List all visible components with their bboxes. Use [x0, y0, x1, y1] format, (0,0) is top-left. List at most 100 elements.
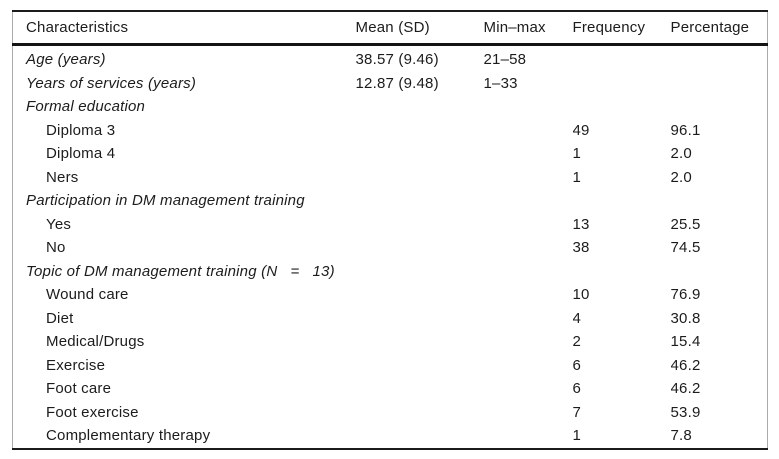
header-row: Characteristics Mean (SD) Min–max Freque… [12, 11, 768, 46]
percentage-value [671, 95, 768, 119]
row-label: Topic of DM management training (N = 13) [26, 262, 335, 280]
table-row: Exercise 6 46.2 [13, 354, 768, 378]
frequency-value: 1 [572, 145, 582, 163]
table-row: Participation in DM management training [13, 189, 768, 213]
min-max-value [484, 236, 573, 260]
row-label: Foot care [46, 380, 112, 398]
percentage-value: 76.9 [670, 286, 701, 304]
table-row: Yes 13 25.5 [13, 213, 768, 237]
mean-sd-value [356, 354, 484, 378]
percentage-value [671, 189, 768, 213]
mean-sd-value [356, 260, 484, 284]
table-row: Ners 1 2.0 [13, 166, 768, 190]
column-header-frequency: Frequency [572, 11, 671, 46]
row-label: Foot exercise [46, 403, 139, 421]
table-row: Years of services (years) 12.87 (9.48) 1… [13, 72, 768, 96]
percentage-value: 30.8 [670, 309, 701, 327]
table-row: Medical/Drugs 2 15.4 [13, 330, 768, 354]
table-row: Complementary therapy 1 7.8 [13, 424, 768, 449]
frequency-value: 7 [572, 403, 582, 421]
row-label: Formal education [26, 98, 146, 116]
min-max-value [484, 330, 573, 354]
mean-sd-value: 12.87 (9.48) [355, 74, 439, 92]
frequency-value [573, 95, 671, 119]
frequency-value: 49 [572, 121, 590, 139]
mean-sd-value [356, 377, 484, 401]
frequency-value: 10 [572, 286, 590, 304]
column-header-characteristics: Characteristics [12, 11, 356, 46]
mean-sd-value: 38.57 (9.46) [355, 51, 439, 69]
frequency-value: 2 [572, 333, 582, 351]
row-label: Diploma 4 [46, 145, 116, 163]
table-row: Formal education [13, 95, 768, 119]
mean-sd-value [356, 401, 484, 425]
characteristics-table: Characteristics Mean (SD) Min–max Freque… [12, 10, 768, 450]
frequency-value: 6 [572, 356, 582, 374]
row-label: Exercise [46, 356, 106, 374]
frequency-value [573, 189, 671, 213]
table-header: Characteristics Mean (SD) Min–max Freque… [12, 11, 768, 46]
min-max-value [484, 354, 573, 378]
frequency-value: 13 [572, 215, 590, 233]
frequency-value: 38 [572, 239, 590, 257]
min-max-value [484, 189, 573, 213]
percentage-value [671, 260, 768, 284]
min-max-value [484, 119, 573, 143]
percentage-value: 2.0 [670, 168, 692, 186]
percentage-value: 7.8 [670, 427, 692, 445]
min-max-value [484, 377, 573, 401]
frequency-value: 1 [572, 427, 582, 445]
min-max-value [484, 166, 573, 190]
mean-sd-value [356, 236, 484, 260]
row-label: No [46, 239, 66, 257]
frequency-value: 4 [572, 309, 582, 327]
frequency-value: 6 [572, 380, 582, 398]
min-max-value [484, 401, 573, 425]
min-max-value [484, 307, 573, 331]
min-max-value: 1–33 [483, 74, 518, 92]
row-label: Years of services (years) [26, 74, 197, 92]
table-row: Diploma 3 49 96.1 [13, 119, 768, 143]
table-row: Wound care 10 76.9 [13, 283, 768, 307]
mean-sd-value [356, 119, 484, 143]
percentage-value: 2.0 [670, 145, 692, 163]
table-row: Foot care 6 46.2 [13, 377, 768, 401]
row-label: Age (years) [26, 51, 106, 69]
mean-sd-value [356, 142, 484, 166]
table-row: Topic of DM management training (N = 13) [13, 260, 768, 284]
min-max-value [484, 424, 573, 449]
row-label: Wound care [46, 286, 129, 304]
min-max-value [484, 260, 573, 284]
row-label: Diet [46, 309, 74, 327]
min-max-value [484, 283, 573, 307]
percentage-value: 46.2 [670, 380, 701, 398]
frequency-value [573, 260, 671, 284]
table-row: Diploma 4 1 2.0 [13, 142, 768, 166]
characteristics-table-container: Characteristics Mean (SD) Min–max Freque… [12, 10, 768, 450]
percentage-value: 25.5 [670, 215, 701, 233]
percentage-value [671, 72, 768, 96]
mean-sd-value [356, 189, 484, 213]
mean-sd-value [356, 166, 484, 190]
row-label: Medical/Drugs [46, 333, 145, 351]
table-row: Age (years) 38.57 (9.46) 21–58 [13, 45, 768, 72]
column-header-mean-sd: Mean (SD) [355, 11, 484, 46]
frequency-value [573, 45, 671, 72]
min-max-value [484, 213, 573, 237]
mean-sd-value [356, 95, 484, 119]
row-label: Complementary therapy [46, 427, 211, 445]
table-row: Diet 4 30.8 [13, 307, 768, 331]
mean-sd-value [356, 330, 484, 354]
percentage-value: 53.9 [670, 403, 701, 421]
column-header-min-max: Min–max [483, 11, 573, 46]
mean-sd-value [356, 307, 484, 331]
table-body: Age (years) 38.57 (9.46) 21–58 Years of … [13, 45, 768, 449]
table-row: Foot exercise 7 53.9 [13, 401, 768, 425]
mean-sd-value [356, 213, 484, 237]
row-label: Yes [46, 215, 72, 233]
percentage-value: 46.2 [670, 356, 701, 374]
row-label: Diploma 3 [46, 121, 116, 139]
table-row: No 38 74.5 [13, 236, 768, 260]
row-label: Participation in DM management training [26, 192, 305, 210]
frequency-value [573, 72, 671, 96]
